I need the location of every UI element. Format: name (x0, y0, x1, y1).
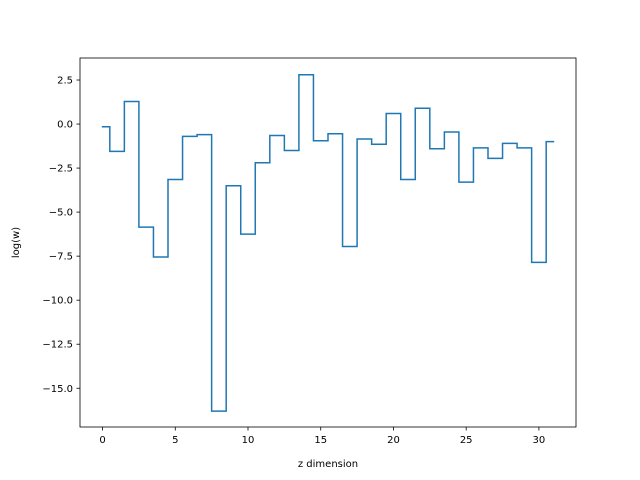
x-tick-label: 5 (172, 435, 178, 446)
y-tick-label: −12.5 (42, 340, 73, 351)
y-tick-label: −5.0 (49, 208, 73, 219)
x-tick-label: 20 (387, 435, 400, 446)
y-tick-label: −15.0 (42, 384, 73, 395)
plot-area (80, 58, 576, 427)
x-tick-label: 25 (460, 435, 473, 446)
y-axis-ticks: 2.5 0.0 −2.5 −5.0 −7.5 −10.0 −12.5 −15.0 (42, 76, 80, 395)
y-tick-label: −2.5 (49, 164, 73, 175)
x-tick-label: 0 (99, 435, 105, 446)
x-axis-ticks: 0 5 10 15 20 25 30 (99, 427, 545, 446)
x-axis-label: z dimension (298, 459, 358, 470)
series-step-line (101, 73, 555, 412)
y-tick-label: −10.0 (42, 296, 73, 307)
y-tick-label: 0.0 (57, 120, 73, 131)
x-tick-label: 15 (314, 435, 327, 446)
x-tick-label: 10 (242, 435, 255, 446)
y-tick-label: 2.5 (57, 76, 73, 87)
y-tick-label: −7.5 (49, 252, 73, 263)
x-tick-label: 30 (533, 435, 546, 446)
plot-frame (79, 57, 577, 428)
y-axis-label: log(w) (11, 227, 22, 258)
